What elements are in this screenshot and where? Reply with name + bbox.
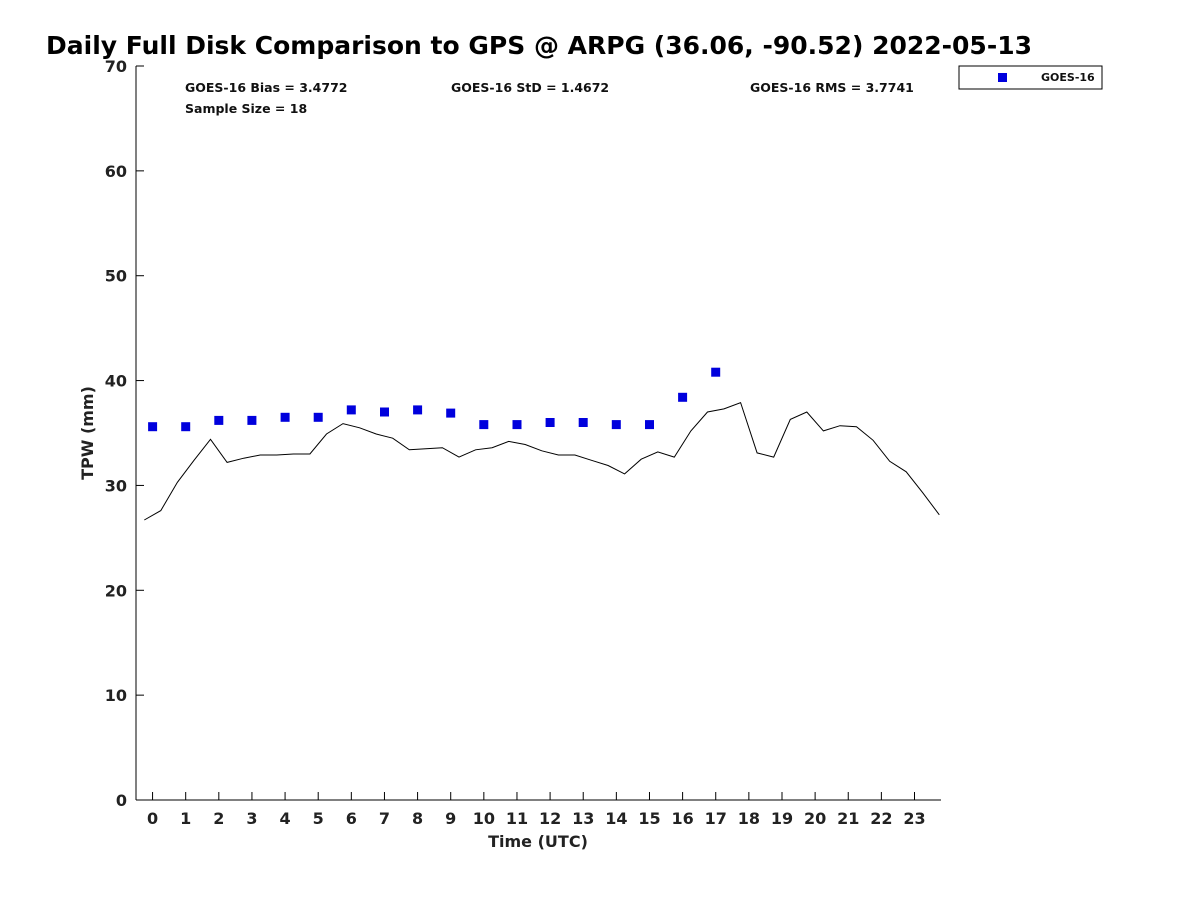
goes16-point	[280, 412, 290, 422]
x-tick-label: 13	[572, 809, 594, 828]
x-tick-label: 18	[738, 809, 760, 828]
x-tick-label: 23	[903, 809, 925, 828]
gps-line	[144, 401, 940, 521]
y-tick-label: 10	[105, 686, 127, 705]
x-tick-label: 0	[147, 809, 158, 828]
legend-label: GOES-16	[1041, 71, 1095, 84]
y-axis-label: TPW (mm)	[78, 386, 97, 480]
stat-std: GOES-16 StD = 1.4672	[451, 80, 609, 95]
y-tick-label: 60	[105, 162, 127, 181]
stat-sample-size: Sample Size = 18	[185, 101, 307, 116]
y-tick-label: 50	[105, 267, 127, 286]
goes16-point	[380, 407, 389, 417]
x-tick-label: 16	[671, 809, 693, 828]
x-tick-label: 22	[870, 809, 892, 828]
x-tick-label: 17	[705, 809, 727, 828]
x-tick-label: 19	[771, 809, 793, 828]
x-tick-label: 8	[412, 809, 423, 828]
chart-title: Daily Full Disk Comparison to GPS @ ARPG…	[46, 31, 1032, 60]
x-tick-label: 4	[280, 809, 291, 828]
goes16-point	[578, 418, 588, 427]
goes16-point	[678, 392, 688, 402]
x-axis-label: Time (UTC)	[488, 832, 588, 851]
legend-box	[958, 65, 1103, 90]
goes16-point	[512, 420, 522, 430]
x-tick-label: 10	[473, 809, 495, 828]
plot-area	[144, 367, 940, 521]
x-tick-label: 14	[605, 809, 627, 828]
legend-marker	[998, 73, 1007, 82]
x-tick-label: 5	[313, 809, 324, 828]
y-tick-label: 0	[116, 791, 127, 810]
y-tick-label: 20	[105, 581, 127, 600]
y-tick-label: 70	[105, 57, 127, 76]
goes16-point	[148, 422, 158, 432]
x-tick-label: 7	[379, 809, 390, 828]
goes16-point	[413, 405, 423, 415]
x-tick-label: 15	[638, 809, 660, 828]
goes16-point	[247, 415, 257, 425]
goes16-point	[479, 420, 489, 430]
goes16-point	[545, 418, 555, 427]
goes16-point	[181, 422, 191, 432]
goes16-point	[346, 405, 356, 415]
goes16-point	[313, 412, 323, 422]
x-tick-label: 2	[213, 809, 224, 828]
x-tick-label: 21	[837, 809, 859, 828]
x-tick-label: 9	[445, 809, 456, 828]
goes16-point	[711, 367, 721, 377]
x-tick-label: 12	[539, 809, 561, 828]
goes16-point	[611, 420, 621, 430]
y-tick-label: 30	[105, 476, 127, 495]
x-tick-label: 20	[804, 809, 826, 828]
y-tick-label: 40	[105, 372, 127, 391]
x-tick-label: 6	[346, 809, 357, 828]
x-tick-label: 3	[246, 809, 257, 828]
x-tick-label: 1	[180, 809, 191, 828]
stat-bias: GOES-16 Bias = 3.4772	[185, 80, 347, 95]
x-tick-label: 11	[506, 809, 528, 828]
stat-rms: GOES-16 RMS = 3.7741	[750, 80, 914, 95]
goes16-point	[645, 420, 654, 430]
goes16-point	[446, 408, 456, 418]
goes16-point	[214, 415, 224, 425]
